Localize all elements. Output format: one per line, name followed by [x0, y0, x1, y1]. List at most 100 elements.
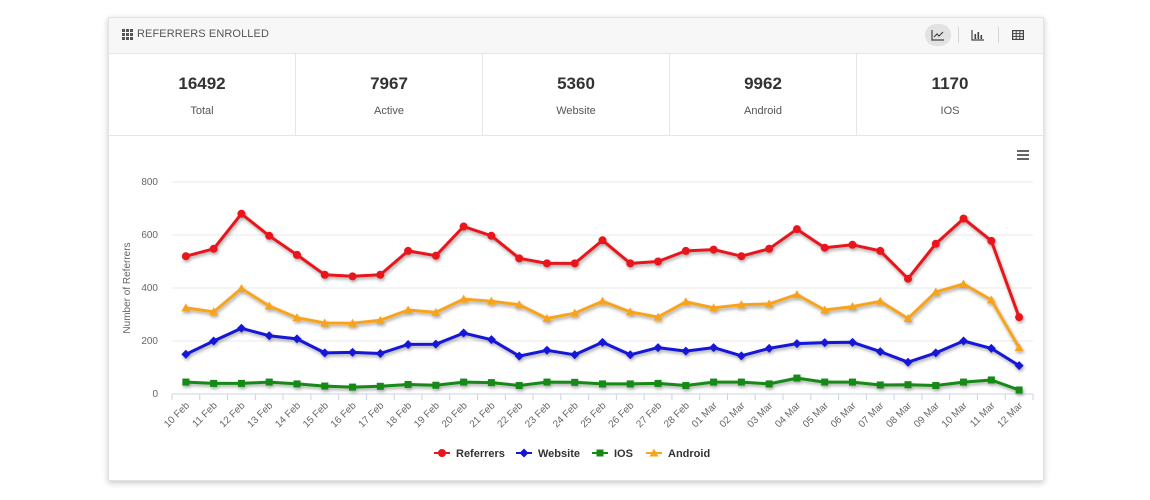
data-point-ios	[321, 382, 329, 390]
data-point-ios	[682, 382, 690, 390]
data-point-android	[375, 315, 385, 324]
data-point-ios	[1015, 386, 1023, 394]
legend-item-ios[interactable]: IOS	[592, 448, 633, 460]
x-tick-label: 12 Feb	[218, 400, 248, 430]
data-point-android	[792, 290, 802, 299]
y-tick-label: 800	[141, 177, 158, 188]
data-point-referrers	[209, 244, 218, 253]
data-point-ios	[404, 380, 412, 388]
data-point-referrers	[876, 246, 885, 255]
stat-android: 9962 Android	[670, 54, 857, 135]
data-point-website	[903, 357, 913, 367]
legend-item-referrers[interactable]: Referrers	[434, 448, 505, 460]
stat-total: 16492 Total	[109, 54, 296, 135]
data-point-android	[514, 300, 524, 309]
stat-ios: 1170 IOS	[857, 54, 1043, 135]
stat-label: Total	[190, 105, 214, 117]
x-tick-label: 19 Feb	[412, 400, 442, 430]
legend-item-website[interactable]: Website	[516, 448, 580, 460]
data-point-android	[931, 287, 941, 296]
data-point-referrers	[431, 251, 440, 260]
legend-marker	[596, 449, 604, 457]
legend-marker	[438, 449, 446, 457]
data-point-android	[625, 307, 635, 316]
data-point-referrers	[487, 231, 496, 240]
data-point-ios	[265, 378, 273, 386]
x-tick-label: 03 Mar	[745, 400, 775, 430]
grid-icon	[122, 28, 133, 40]
data-point-referrers	[1015, 313, 1024, 322]
data-point-website	[320, 348, 330, 358]
x-tick-label: 23 Feb	[523, 400, 553, 430]
data-point-referrers	[931, 239, 940, 248]
data-point-referrers	[737, 252, 746, 261]
data-point-android	[1014, 343, 1024, 352]
data-point-website	[1014, 361, 1024, 371]
line-chart-view-button[interactable]	[925, 24, 951, 46]
data-point-website	[292, 334, 302, 344]
x-tick-label: 14 Feb	[273, 400, 303, 430]
data-point-android	[653, 312, 663, 321]
data-point-website	[403, 339, 413, 349]
data-point-ios	[848, 378, 856, 386]
data-point-referrers	[265, 231, 274, 240]
data-point-referrers	[654, 257, 663, 266]
data-point-website	[931, 348, 941, 358]
data-point-ios	[987, 376, 995, 384]
hamburger-menu-icon	[1017, 150, 1029, 160]
card-header: REFERRERS ENROLLED	[109, 18, 1043, 54]
toolbar-divider	[998, 27, 999, 43]
x-tick-label: 16 Feb	[329, 400, 359, 430]
data-point-website	[570, 350, 580, 360]
data-point-website	[625, 350, 635, 360]
data-point-ios	[737, 378, 745, 386]
data-point-referrers	[681, 246, 690, 255]
data-point-website	[431, 339, 441, 349]
data-point-referrers	[792, 225, 801, 234]
legend-item-android[interactable]: Android	[646, 448, 710, 460]
data-point-website	[875, 347, 885, 357]
data-point-ios	[432, 381, 440, 389]
stat-label: Website	[556, 105, 596, 117]
x-tick-label: 10 Mar	[940, 400, 970, 430]
series-website	[181, 323, 1024, 371]
data-point-ios	[960, 378, 968, 386]
x-tick-label: 02 Mar	[718, 400, 748, 430]
data-point-referrers	[987, 236, 996, 245]
toolbar-divider	[958, 27, 959, 43]
data-point-android	[236, 284, 246, 293]
data-point-website	[181, 349, 191, 359]
x-tick-label: 07 Mar	[857, 400, 887, 430]
bar-chart-icon	[971, 30, 984, 41]
table-view-button[interactable]	[1005, 24, 1031, 46]
data-point-referrers	[542, 259, 551, 268]
stat-website: 5360 Website	[483, 54, 670, 135]
data-point-referrers	[765, 244, 774, 253]
data-point-android	[847, 302, 857, 311]
data-point-android	[209, 307, 219, 316]
data-point-android	[736, 300, 746, 309]
data-point-android	[542, 313, 552, 322]
x-tick-label: 01 Mar	[690, 400, 720, 430]
table-icon	[1012, 30, 1024, 40]
legend-label: Android	[668, 448, 710, 460]
stat-label: IOS	[940, 105, 960, 117]
data-point-android	[820, 305, 830, 314]
stat-value: 5360	[557, 74, 595, 93]
card-title-wrap: REFERRERS ENROLLED	[122, 28, 269, 40]
data-point-website	[764, 343, 774, 353]
x-tick-label: 11 Mar	[968, 400, 998, 430]
x-tick-label: 18 Feb	[384, 400, 414, 430]
bar-chart-view-button[interactable]	[965, 24, 991, 46]
data-point-website	[681, 346, 691, 356]
legend: Referrers Website IOS Android	[434, 448, 710, 460]
data-point-website	[486, 335, 496, 345]
data-point-ios	[765, 380, 773, 388]
chart-menu-button[interactable]	[1014, 147, 1032, 163]
x-tick-label: 08 Mar	[884, 400, 914, 430]
data-point-android	[570, 308, 580, 317]
data-point-android	[764, 299, 774, 308]
data-point-referrers	[598, 236, 607, 245]
legend-label: Referrers	[456, 448, 505, 460]
